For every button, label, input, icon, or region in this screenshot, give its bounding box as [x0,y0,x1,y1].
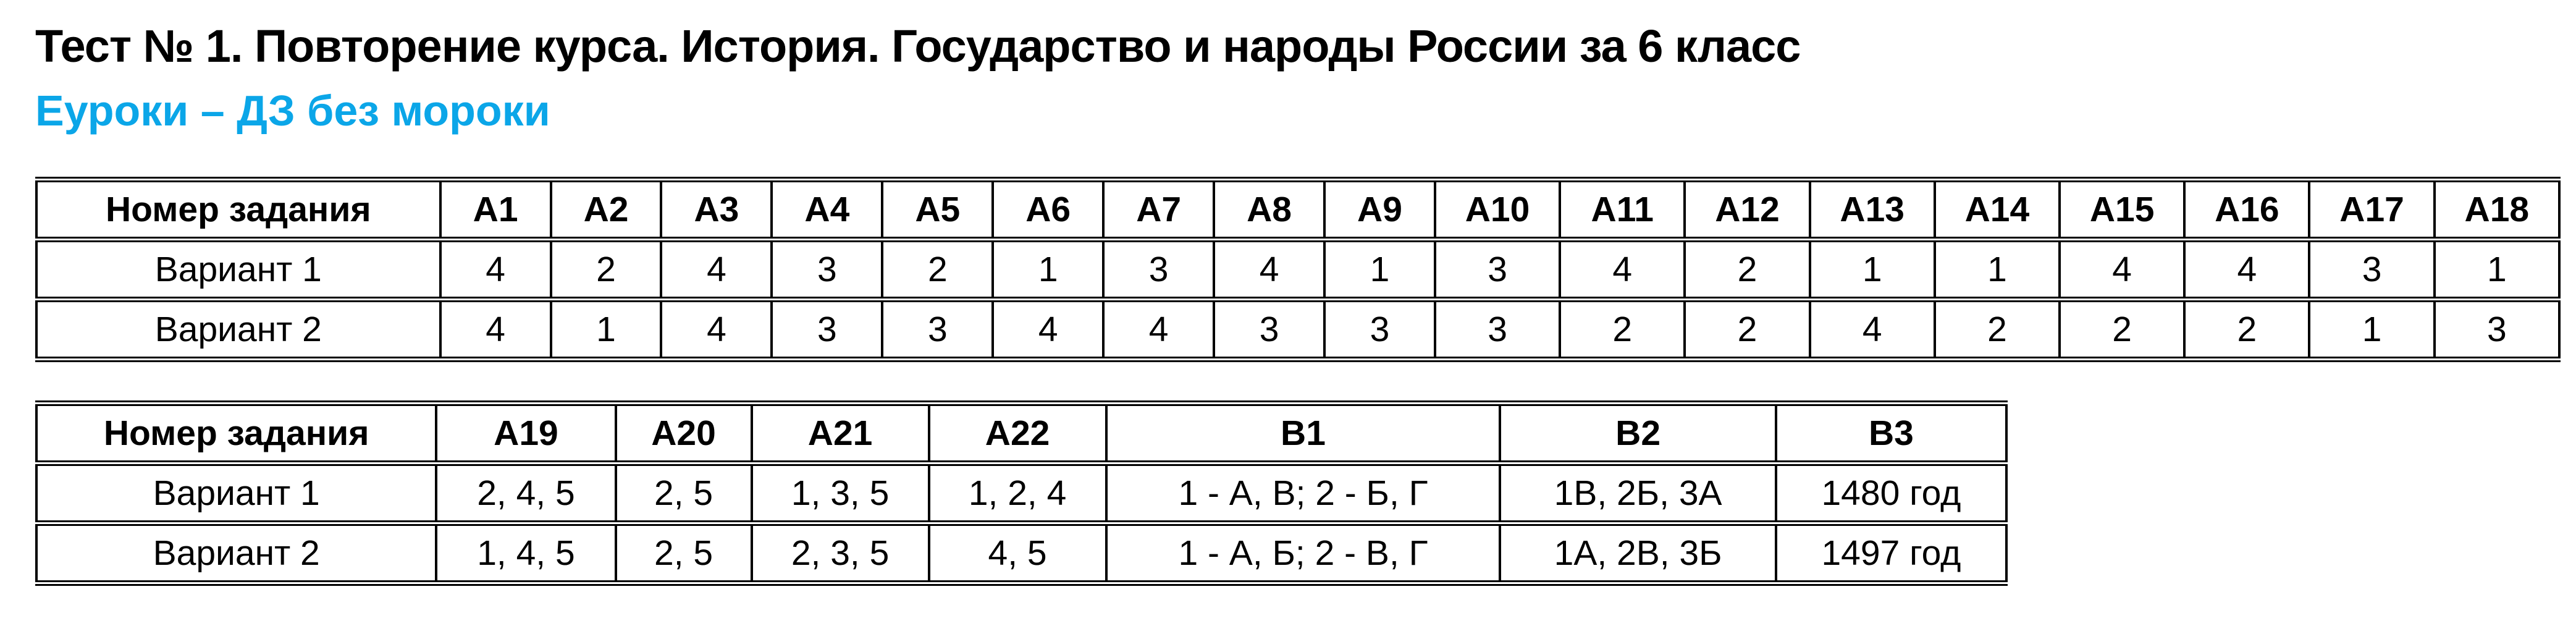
table1-answer-cell: 3 [770,296,884,362]
answers-table-a1-a18: Номер задания А1 А2 А3 А4 А5 А6 А7 А8 А9 А10 А11 А12… [35,176,2561,362]
site-tagline: Еуроки – ДЗ без мороки [35,87,550,135]
table1-answer-cell: 3 [2308,236,2436,302]
table1-header-А15: А15 [2058,176,2186,242]
table1-answer-cell: 2 [2058,296,2186,362]
table1-answer-cell: 4 [1559,236,1686,302]
table2-answer-cell: 4, 5 [927,520,1108,586]
table1-answer-cell: 1 [2308,296,2436,362]
table2-answer-cell: 2, 5 [614,520,753,586]
table1-answer-cell: 2 [549,236,663,302]
table2-header-А22: А22 [927,400,1108,466]
table2-header-А19: А19 [435,400,617,466]
table1-answer-cell: 2 [1683,236,1811,302]
table2-answer-cell: 1 - А, В; 2 - Б, Г [1105,460,1502,526]
table1-header-А8: А8 [1213,176,1326,242]
table1-answer-cell: 3 [2433,296,2561,362]
table2-row-label: Вариант 1 [35,460,438,526]
table2-answer-cell: 1А, 2В, 3Б [1499,520,1777,586]
table2-header-А21: А21 [750,400,930,466]
table1-header-А9: А9 [1323,176,1436,242]
table2-answer-cell: 2, 4, 5 [435,460,617,526]
table1-answer-cell: 1 [991,236,1105,302]
table2-header-А20: А20 [614,400,753,466]
table1-answer-cell: 3 [1433,296,1562,362]
table1-answer-cell: 4 [660,296,773,362]
table1-answer-cell: 2 [2183,296,2311,362]
table1-header-А14: А14 [1933,176,2061,242]
table2-header-В3: В3 [1774,400,2008,466]
table1-header-А18: А18 [2433,176,2561,242]
table1-header-А11: А11 [1559,176,1686,242]
table1-header-task-number: Номер задания [35,176,442,242]
table2-answer-cell: 1В, 2Б, 3А [1499,460,1777,526]
table2-answer-cell: 1, 4, 5 [435,520,617,586]
table1-header-А3: А3 [660,176,773,242]
table1-header-А6: А6 [991,176,1105,242]
table1-answer-cell: 4 [1213,236,1326,302]
table2-answer-cell: 1480 год [1774,460,2008,526]
table1-answer-cell: 1 [2433,236,2561,302]
table1-answer-cell: 4 [660,236,773,302]
table1-answer-cell: 4 [2058,236,2186,302]
table1-header-А16: А16 [2183,176,2311,242]
table1-header-А13: А13 [1808,176,1936,242]
table1-answer-cell: 4 [1102,296,1216,362]
table2-header-В1: В1 [1105,400,1502,466]
table1-answer-cell: 3 [1323,296,1436,362]
table2-row-label: Вариант 2 [35,520,438,586]
table1-header-row: Номер задания А1 А2 А3 А4 А5 А6 А7 А8 А9 А10 А11 А12… [35,176,2561,242]
table1-answer-cell: 2 [881,236,995,302]
table1-answer-cell: 2 [1933,296,2061,362]
table1-answer-cell: 4 [439,296,552,362]
table2-answer-cell: 2, 5 [614,460,753,526]
table1-header-А7: А7 [1102,176,1216,242]
table2-header-В2: В2 [1499,400,1777,466]
table1-answer-cell: 3 [1433,236,1562,302]
table1-header-А2: А2 [549,176,663,242]
answers-table-a19-b3: Номер задания А19 А20 А21 А22 В1 В2 В3 Вариант 1… [35,400,2008,586]
table1-answer-cell: 3 [1213,296,1326,362]
table1-answer-cell: 3 [1102,236,1216,302]
table1-header-А10: А10 [1433,176,1562,242]
table2-answer-cell: 2, 3, 5 [750,520,930,586]
table1-answer-cell: 4 [1808,296,1936,362]
table1-answer-cell: 1 [1323,236,1436,302]
table1-answer-cell: 4 [991,296,1105,362]
table1-header-А4: А4 [770,176,884,242]
table1-answer-cell: 3 [770,236,884,302]
table1-row-label: Вариант 2 [35,296,442,362]
table2-answer-cell: 1 - А, Б; 2 - В, Г [1105,520,1502,586]
table1-answer-cell: 4 [2183,236,2311,302]
table1-header-А17: А17 [2308,176,2436,242]
table1-answer-cell: 2 [1683,296,1811,362]
table1-header-А12: А12 [1683,176,1811,242]
table2-header-task-number: Номер задания [35,400,438,466]
table1-answer-cell: 1 [1808,236,1936,302]
table2-header-row: Номер задания А19 А20 А21 А22 В1 В2 В3 [35,400,2008,466]
page-title: Тест № 1. Повторение курса. История. Гос… [35,20,1801,72]
table1-header-А1: А1 [439,176,552,242]
table1-answer-cell: 1 [549,296,663,362]
table1-answer-cell: 1 [1933,236,2061,302]
table2-answer-cell: 1, 2, 4 [927,460,1108,526]
table1-header-А5: А5 [881,176,995,242]
table2-answer-cell: 1497 год [1774,520,2008,586]
table1-row-label: Вариант 1 [35,236,442,302]
table2-answer-cell: 1, 3, 5 [750,460,930,526]
table1-answer-cell: 4 [439,236,552,302]
table1-answer-cell: 3 [881,296,995,362]
table1-answer-cell: 2 [1559,296,1686,362]
